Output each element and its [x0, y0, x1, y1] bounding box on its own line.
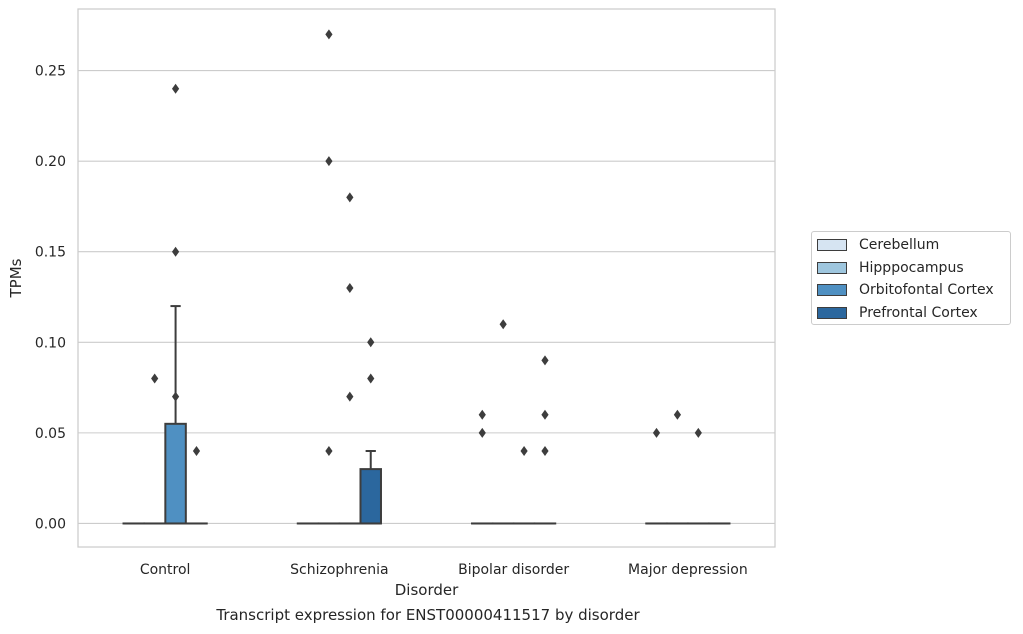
- box-group: [533, 355, 557, 525]
- box-group: [338, 192, 362, 525]
- outlier-point: [478, 409, 486, 420]
- y-tick-label: 0.20: [35, 154, 66, 170]
- legend-item: Orbitofontal Cortex: [817, 280, 994, 300]
- x-tick-label: Schizophrenia: [290, 562, 388, 578]
- box-group: [359, 337, 382, 525]
- box-group: [185, 445, 208, 525]
- legend-item: Prefrontal Cortex: [817, 303, 978, 323]
- box-marks: [122, 29, 731, 525]
- x-tick-label: Bipolar disorder: [458, 562, 569, 578]
- x-tick-label: Major depression: [628, 562, 748, 578]
- box-group: [687, 427, 710, 525]
- legend-swatch: [817, 306, 847, 319]
- y-tick-labels: 0.00 0.05 0.10 0.15 0.20 0.25: [35, 64, 66, 533]
- outlier-point: [325, 445, 333, 456]
- outlier-point: [346, 192, 354, 203]
- y-axis-title: TPMs: [7, 258, 25, 298]
- outlier-point: [171, 83, 180, 94]
- x-axis-title: Disorder: [395, 581, 459, 599]
- x-tick-label: Control: [140, 562, 191, 578]
- legend-label: Prefrontal Cortex: [859, 304, 978, 321]
- legend-item: Hipppocampus: [817, 258, 964, 278]
- outlier-point: [520, 445, 528, 456]
- legend: Cerebellum Hipppocampus Orbitofontal Corte…: [811, 231, 1011, 325]
- outlier-point: [673, 409, 682, 420]
- outlier-point: [652, 427, 661, 438]
- y-tick-label: 0.25: [35, 64, 66, 80]
- outlier-point: [151, 373, 159, 384]
- legend-swatch: [817, 261, 847, 274]
- outlier-point: [541, 409, 549, 420]
- box-group: [471, 409, 494, 525]
- y-tick-label: 0.00: [35, 516, 66, 532]
- legend-label: Cerebellum: [859, 237, 940, 253]
- outlier-point: [325, 156, 333, 167]
- outlier-point: [541, 355, 549, 366]
- box: [164, 422, 187, 525]
- legend-swatch: [817, 284, 847, 296]
- outlier-point: [541, 445, 549, 456]
- box-group: [491, 319, 515, 525]
- plot-frame: [77, 8, 776, 548]
- box-group: [143, 373, 166, 525]
- x-tick-labels: Control Schizophrenia Bipolar disorder Majo…: [140, 562, 748, 578]
- legend-item: Cerebellum: [817, 235, 939, 255]
- legend-swatch: [817, 239, 847, 251]
- chart-caption: Transcript expression for ENST0000041151…: [216, 606, 640, 624]
- outlier-point: [346, 391, 354, 402]
- outlier-point: [367, 373, 375, 384]
- outlier-point: [325, 29, 333, 40]
- box-group: [512, 445, 536, 525]
- box: [359, 468, 382, 525]
- box-group: [164, 83, 187, 525]
- outlier-point: [694, 427, 702, 438]
- outlier-point: [346, 282, 354, 293]
- legend-label: Orbitofontal Cortex: [859, 282, 994, 298]
- box-group: [666, 409, 689, 525]
- outlier-point: [171, 391, 180, 402]
- outlier-point: [478, 427, 486, 438]
- y-tick-label: 0.05: [35, 426, 66, 442]
- outlier-point: [499, 319, 507, 330]
- outlier-point: [192, 445, 201, 456]
- legend-label: Hipppocampus: [859, 259, 964, 276]
- box-group: [317, 29, 341, 525]
- y-tick-label: 0.15: [35, 245, 66, 261]
- box-group: [645, 427, 668, 525]
- outlier-point: [171, 246, 180, 257]
- outlier-point: [367, 337, 375, 348]
- y-tick-label: 0.10: [35, 335, 66, 351]
